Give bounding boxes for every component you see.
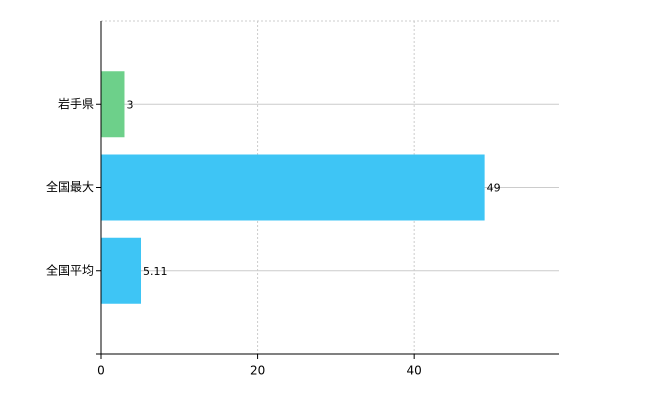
y-tick-label: 岩手県: [58, 96, 94, 111]
value-label: 5.11: [143, 265, 168, 278]
y-tick-label: 全国平均: [46, 262, 94, 277]
value-label: 49: [487, 182, 501, 195]
bar: [101, 237, 142, 304]
value-label: 3: [126, 98, 133, 111]
x-tick-label: 20: [250, 364, 265, 378]
x-tick-label: 0: [97, 364, 105, 378]
y-tick-label: 全国最大: [46, 179, 94, 194]
x-tick-label: 40: [407, 364, 422, 378]
bar: [101, 71, 125, 138]
bar: [101, 154, 485, 221]
